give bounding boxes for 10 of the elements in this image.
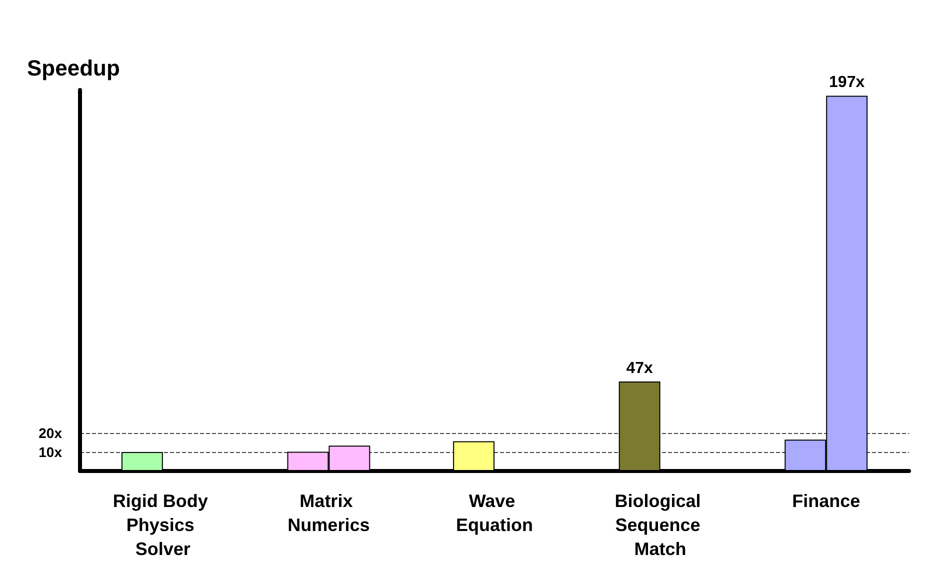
x-tick-label: Matrix Numerics bbox=[288, 491, 370, 535]
y-axis-title: Speedup bbox=[27, 56, 120, 80]
y-tick-label: 10x bbox=[38, 444, 62, 460]
data-label: 197x bbox=[829, 74, 865, 92]
x-tick-label: Finance bbox=[792, 491, 860, 511]
y-tick-label: 20x bbox=[38, 424, 62, 441]
x-tick-label: Wave Equation bbox=[456, 491, 533, 535]
data-label: 47x bbox=[626, 360, 654, 377]
x-tick-label: Biological Sequence Match bbox=[614, 491, 706, 559]
x-tick-label: Rigid Body Physics Solver bbox=[112, 491, 213, 559]
